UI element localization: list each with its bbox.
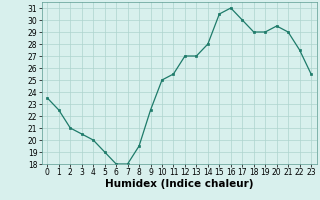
X-axis label: Humidex (Indice chaleur): Humidex (Indice chaleur) <box>105 179 253 189</box>
